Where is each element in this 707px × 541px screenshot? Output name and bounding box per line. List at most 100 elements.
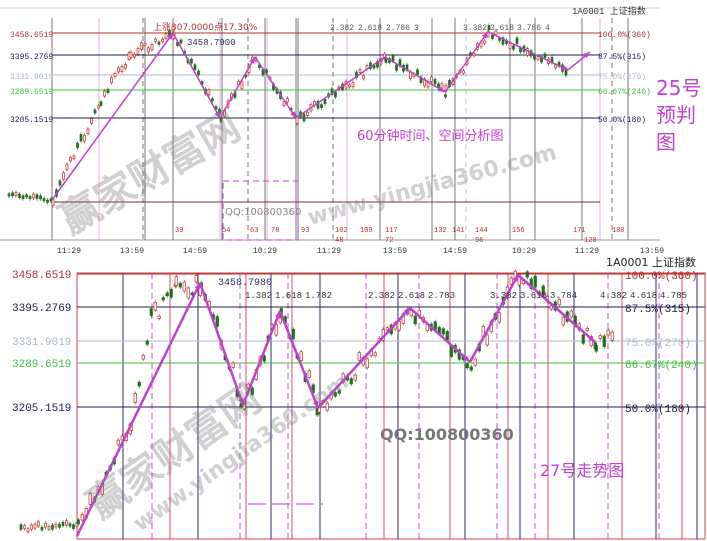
top-candle [282, 101, 286, 106]
bottom-candle [72, 524, 75, 529]
bottom-candle [215, 316, 219, 327]
bottom-trend-arrow [468, 274, 520, 363]
top-candle [501, 37, 505, 45]
bottom-candle [274, 324, 278, 336]
side-title: 图 [656, 130, 676, 154]
top-candle [330, 88, 334, 95]
bottom-candle [133, 393, 137, 403]
bottom-candle [557, 299, 561, 306]
bottom-candle [178, 282, 182, 288]
high-label: 3458.7900 [187, 38, 236, 48]
bottom-candle [186, 287, 190, 299]
bar-count-label: 102 [335, 227, 348, 235]
top-candle [7, 193, 11, 197]
bottom-candle [19, 524, 23, 530]
top-candle [154, 38, 157, 42]
top-candle [462, 70, 465, 74]
top-candle [190, 58, 193, 64]
bottom-candle [278, 317, 282, 324]
top-price-label: 3289.6519 [10, 88, 53, 97]
bottom-fib-label: 3.382 [490, 291, 517, 301]
bottom-candle [33, 523, 37, 529]
bar-count-label: 93 [301, 227, 309, 235]
bottom-candle [169, 289, 173, 298]
top-trend-arrow [254, 56, 297, 119]
arrowhead-icon [438, 86, 445, 92]
top-candle [147, 47, 150, 53]
top-qq-label: QQ:100800360 [225, 207, 301, 218]
bottom-candle [373, 352, 377, 356]
time-axis-label: 10:29 [512, 247, 536, 256]
bottom-candle [165, 292, 169, 297]
side-title: 25号 [656, 76, 701, 100]
top-candle [120, 65, 124, 72]
top-candle [286, 98, 289, 103]
bottom-candle [353, 374, 357, 381]
bottom-candle [385, 327, 389, 331]
top-candle [133, 53, 136, 58]
bottom-fib-label: 1.382 [245, 291, 272, 301]
bottom-candle [47, 526, 51, 530]
top-candle [143, 42, 147, 46]
top-candle [117, 67, 120, 73]
arrowhead-icon [167, 33, 173, 40]
bottom-candle [291, 328, 295, 340]
bottom-candle [299, 351, 303, 361]
top-fib-label: 3 [414, 24, 419, 33]
bottom-candle [525, 271, 529, 278]
bottom-candle [30, 524, 33, 530]
top-candle [93, 109, 97, 114]
bottom-candle [561, 316, 565, 326]
bottom-candle [585, 327, 589, 331]
top-candle [171, 25, 175, 32]
top-candle [21, 195, 25, 200]
top-panel [0, 0, 707, 258]
top-fib-label: 2.618 [358, 24, 382, 33]
top-candle [423, 78, 426, 87]
top-candle [197, 70, 200, 76]
bottom-caption: 27号走势图 [540, 461, 624, 480]
bar-count-label: 96 [475, 237, 483, 245]
bottom-trend-arrow [278, 310, 320, 409]
top-pct-label: 87.5%(315) [598, 53, 646, 62]
top-candle [508, 43, 512, 49]
bottom-price-label: 3458.6519 [12, 270, 71, 282]
top-candle [306, 111, 309, 116]
bottom-fib-label: 1.618 [275, 291, 302, 301]
arrowhead-icon [290, 111, 296, 118]
bar-count-label: 171 [573, 227, 586, 235]
top-pct-label: 50.0%(180) [598, 116, 646, 125]
bottom-candle [569, 310, 573, 318]
arrowhead-icon [583, 52, 590, 59]
top-candle [42, 198, 46, 202]
top-candle [124, 64, 127, 69]
bar-count-label: 109 [360, 227, 373, 235]
bottom-candle [88, 493, 92, 505]
bottom-price-label: 3205.1519 [12, 403, 71, 415]
top-candle [18, 193, 21, 198]
bottom-candle [333, 392, 337, 397]
bottom-candle [153, 301, 157, 311]
top-candle [211, 98, 214, 102]
bottom-trend-arrow [75, 282, 202, 537]
bottom-candle [397, 321, 401, 331]
top-candle [494, 30, 498, 35]
top-pct-label: 100.0%(360) [598, 31, 651, 40]
bar-count-label: 72 [385, 237, 393, 245]
bottom-candle [58, 523, 61, 528]
bottom-qq-label: QQ:100800360 [380, 425, 514, 444]
bar-count-label: 132 [434, 227, 447, 235]
bottom-candle [80, 514, 84, 521]
top-candle [512, 45, 515, 50]
top-candle [35, 194, 39, 199]
top-candle [487, 25, 491, 31]
top-candle [419, 76, 423, 83]
top-candle [106, 89, 110, 94]
top-candle [86, 128, 90, 134]
top-dashed-box [222, 180, 299, 241]
top-candle [46, 199, 49, 203]
side-title: 预判 [656, 103, 696, 127]
top-trend-arrow [384, 56, 446, 93]
top-candle [355, 71, 358, 78]
